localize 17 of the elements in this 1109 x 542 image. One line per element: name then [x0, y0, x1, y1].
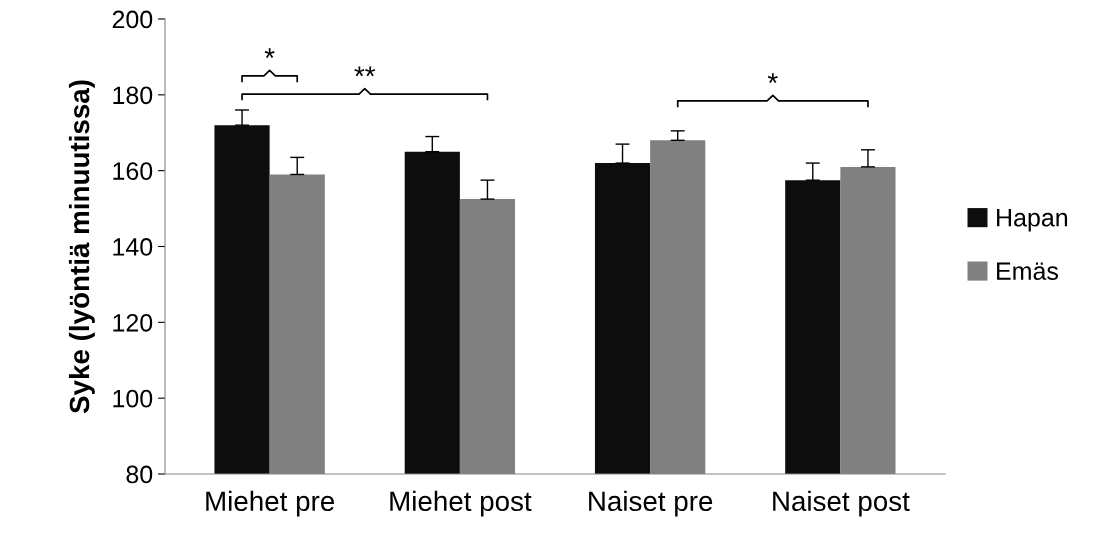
annotation: *	[264, 48, 275, 59]
y-tick-label: 140	[113, 238, 153, 256]
annotation: *	[767, 73, 778, 84]
y-axis-title: Syke (lyöntiä minuutissa)	[68, 80, 95, 414]
legend-label: Emäs	[997, 262, 1058, 280]
y-tick-label: 160	[113, 162, 153, 180]
x-tick-label: Miehet post	[390, 490, 532, 517]
x-tick-label: Miehet pre	[206, 490, 335, 517]
y-tick-label: 200	[112, 10, 153, 29]
legend-label: Hapan	[997, 209, 1068, 232]
annotation: **	[354, 66, 376, 77]
y-tick-label: 180	[113, 86, 153, 105]
x-tick-label: Naiset pre	[589, 490, 713, 517]
x-tick-label: Naiset post	[773, 490, 910, 517]
y-tick-label: 100	[113, 389, 153, 408]
y-tick-label: 80	[126, 465, 153, 484]
y-tick-label: 120	[113, 313, 153, 332]
